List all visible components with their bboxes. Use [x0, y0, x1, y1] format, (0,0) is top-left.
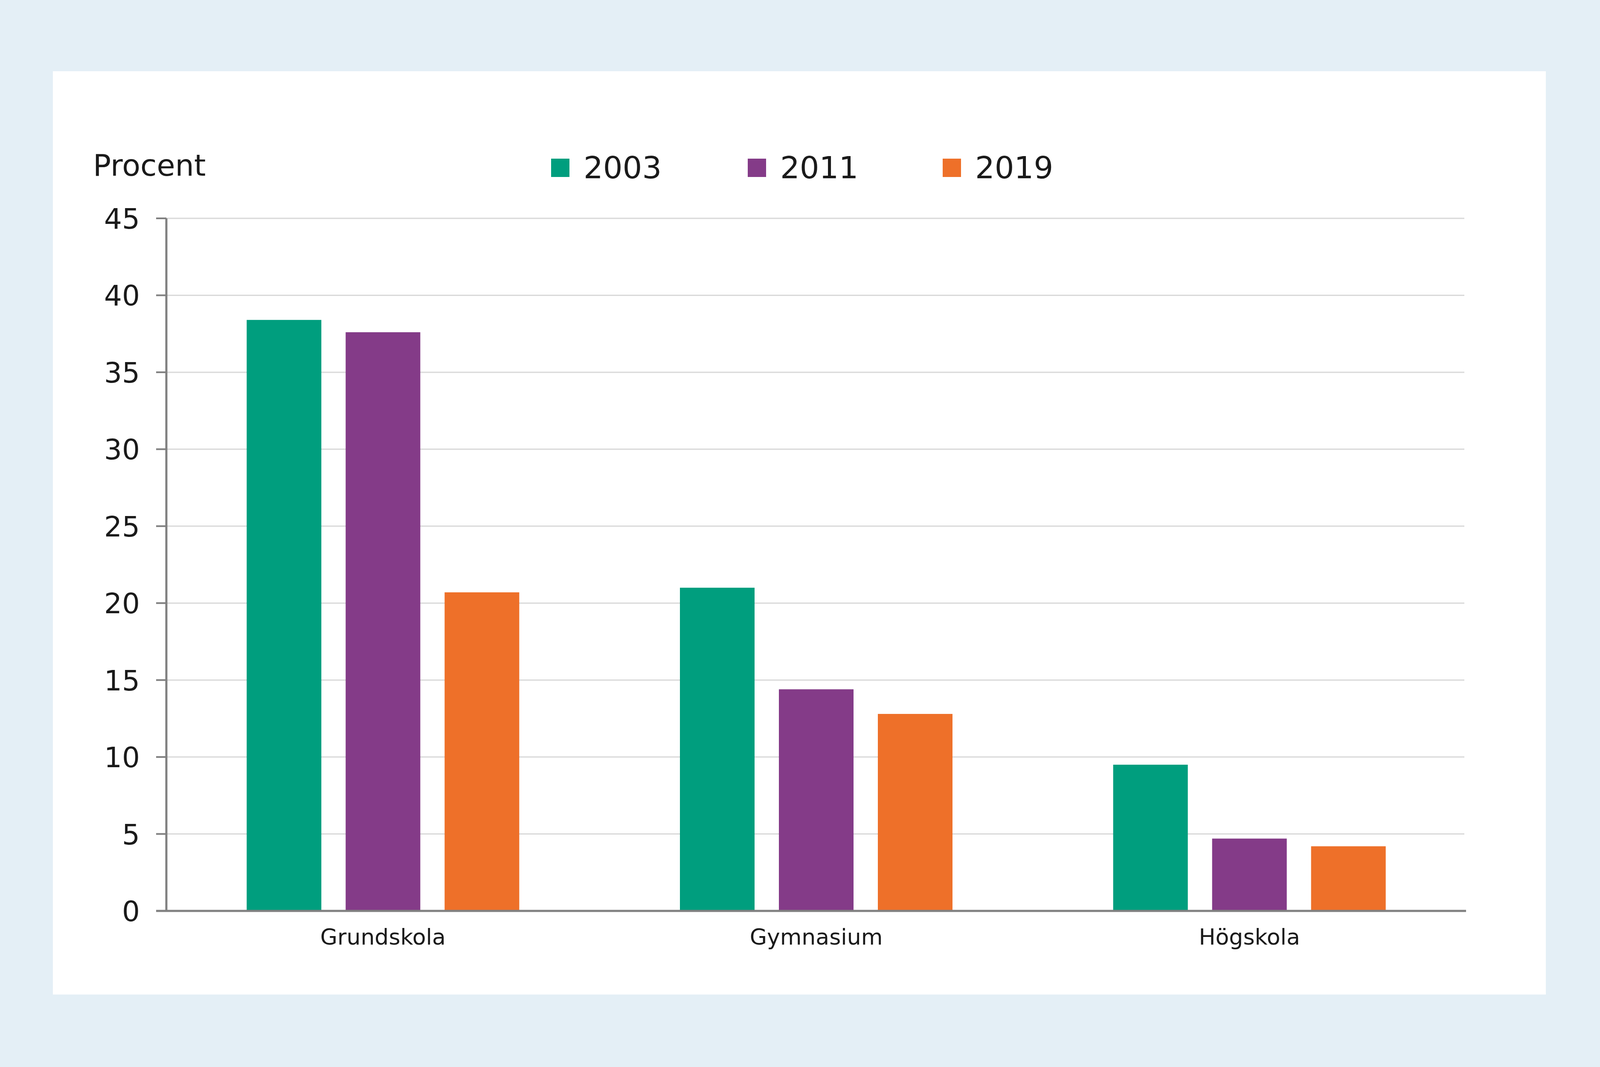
grid-line	[166, 217, 1465, 220]
category-label: Högskola	[1198, 924, 1300, 950]
legend-swatch	[942, 158, 962, 178]
tick-label: 15	[104, 664, 140, 698]
bar	[778, 689, 854, 912]
bar	[679, 587, 755, 912]
legend-swatch	[551, 158, 570, 178]
chart: 0 5 10 15 20 25 30 35 40 45 Grundskola Gymnasium Hög…	[0, 0, 1600, 1067]
tick-mark	[156, 294, 167, 297]
category-label: Gymnasium	[749, 924, 883, 950]
tick-mark	[156, 679, 167, 682]
bar	[1311, 846, 1386, 912]
tick-label: 5	[121, 818, 140, 852]
bar	[246, 319, 322, 912]
tick-label: 20	[104, 587, 140, 621]
bar	[1113, 764, 1188, 912]
bars	[246, 319, 1386, 912]
tick-mark	[156, 217, 167, 220]
legend-label: 2019	[975, 149, 1054, 186]
bar	[877, 714, 953, 912]
legend-swatch	[747, 158, 767, 178]
tick-mark	[156, 602, 167, 604]
background	[0, 0, 1600, 1067]
tick-mark	[156, 448, 167, 451]
tick-label: 25	[104, 510, 140, 544]
category-label: Grundskola	[320, 924, 446, 950]
bar	[444, 592, 520, 912]
x-axis	[156, 910, 1467, 913]
axis-label: Procent	[92, 148, 206, 183]
tick-label: 10	[104, 741, 140, 775]
tick-mark	[156, 371, 167, 374]
y-axis	[165, 218, 168, 912]
bar	[1212, 838, 1287, 912]
tick-mark	[156, 525, 167, 528]
legend-label: 2003	[583, 149, 662, 186]
tick-label: 30	[104, 433, 140, 467]
bar	[345, 332, 421, 912]
tick-label: 0	[121, 895, 140, 929]
panel	[52, 71, 1546, 995]
tick-label: 40	[104, 279, 140, 313]
grid-line	[166, 294, 1465, 297]
tick-label: 35	[104, 356, 140, 390]
tick-mark	[156, 756, 167, 758]
tick-label: 45	[104, 202, 140, 236]
legend-label: 2011	[780, 149, 859, 186]
tick-mark	[156, 833, 167, 836]
